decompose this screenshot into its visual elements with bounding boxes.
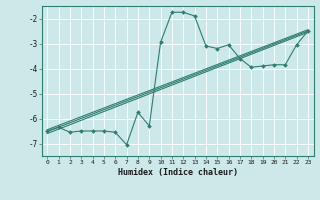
X-axis label: Humidex (Indice chaleur): Humidex (Indice chaleur) (118, 168, 237, 177)
